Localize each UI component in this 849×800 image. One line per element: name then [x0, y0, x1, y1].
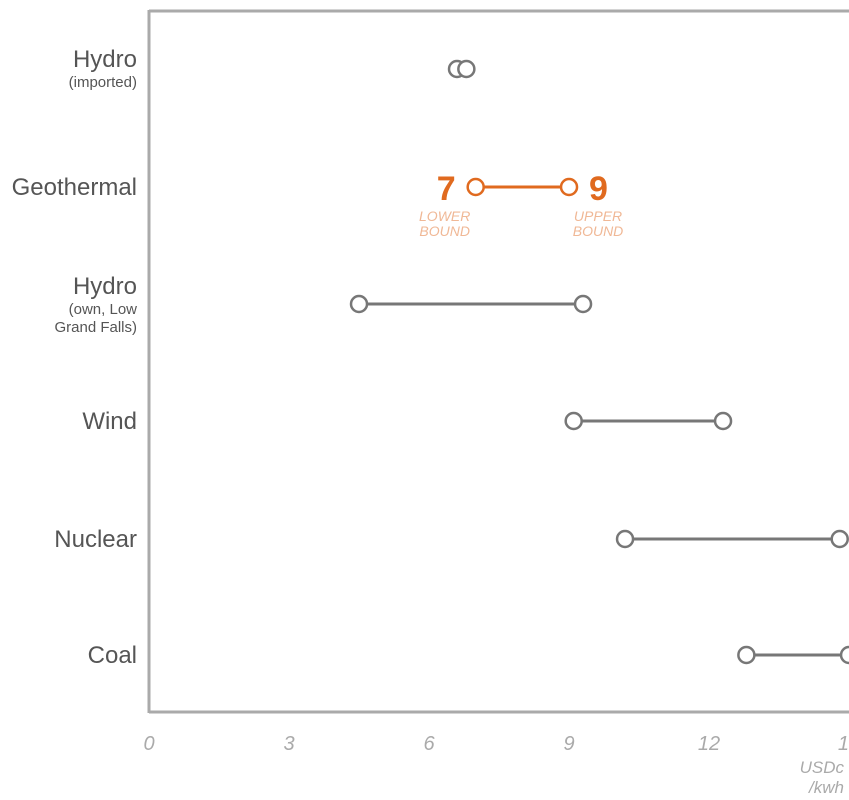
high-marker: [573, 294, 593, 314]
low-marker: [615, 529, 635, 549]
low-marker: [564, 411, 583, 431]
x-tick-label: 12: [698, 733, 720, 755]
x-tick-label: 3: [283, 733, 294, 755]
x-tick-labels: 0 3 6 9 12 15: [143, 733, 849, 755]
low-value-label: 7: [437, 170, 456, 208]
lower-bound-caption: LOWER: [419, 208, 470, 224]
high-marker: [713, 411, 733, 431]
low-marker: [349, 294, 369, 314]
category-label: Hydro: [73, 46, 137, 73]
x-tick-label: 15: [838, 733, 849, 755]
x-tick-label: 6: [423, 733, 435, 755]
upper-bound-caption: BOUND: [573, 223, 624, 239]
category-label: Geothermal: [12, 174, 137, 201]
category-sublabel: Grand Falls): [54, 319, 137, 336]
category-sublabel: (own, Low: [69, 301, 138, 318]
x-unit-line: /kwh: [808, 778, 844, 797]
high-marker: [830, 529, 849, 549]
category-label: Wind: [82, 408, 137, 435]
x-tick-label: 9: [563, 733, 574, 755]
category-sublabel: (imported): [69, 74, 137, 91]
upper-bound-caption: UPPER: [574, 208, 622, 224]
category-label: Hydro: [73, 273, 137, 300]
x-tick-label: 0: [143, 733, 154, 755]
category-label: Nuclear: [54, 526, 137, 553]
high-value-label: 9: [589, 170, 608, 208]
axes: [147, 9, 849, 714]
high-marker: [457, 59, 476, 79]
x-unit-line: USDc: [800, 758, 845, 777]
low-marker: [737, 645, 756, 665]
category-label: Coal: [88, 642, 137, 669]
high-marker: [559, 177, 579, 197]
x-unit-label: USDc/kwh: [800, 758, 845, 797]
low-marker: [466, 177, 485, 197]
lower-bound-caption: BOUND: [419, 223, 470, 239]
high-marker: [839, 645, 849, 665]
